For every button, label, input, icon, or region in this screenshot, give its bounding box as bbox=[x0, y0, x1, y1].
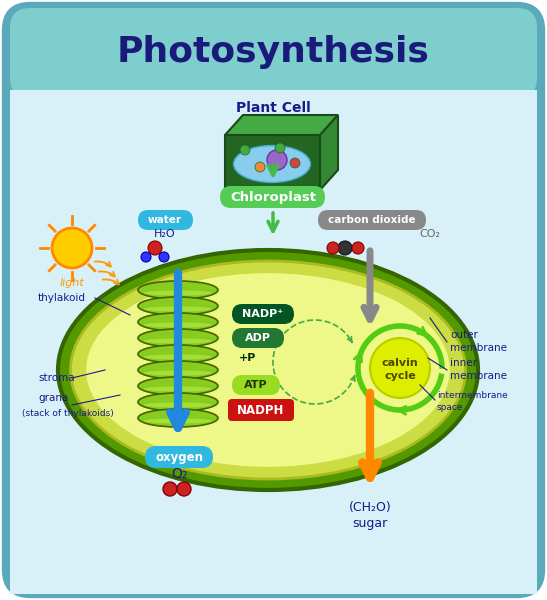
FancyBboxPatch shape bbox=[318, 210, 426, 230]
Circle shape bbox=[338, 241, 352, 255]
Ellipse shape bbox=[144, 323, 212, 328]
Circle shape bbox=[163, 482, 177, 496]
Text: NADP⁺: NADP⁺ bbox=[242, 309, 283, 319]
Text: Plant Cell: Plant Cell bbox=[236, 101, 310, 115]
Text: outer: outer bbox=[450, 330, 478, 340]
FancyBboxPatch shape bbox=[232, 328, 284, 348]
Ellipse shape bbox=[71, 261, 465, 479]
Ellipse shape bbox=[138, 377, 218, 395]
Text: CO₂: CO₂ bbox=[420, 229, 440, 239]
Circle shape bbox=[148, 241, 162, 255]
Text: light: light bbox=[60, 278, 84, 288]
Ellipse shape bbox=[144, 386, 212, 391]
FancyBboxPatch shape bbox=[6, 6, 541, 594]
Ellipse shape bbox=[234, 145, 311, 182]
Text: NADPH: NADPH bbox=[237, 403, 284, 416]
Text: stroma: stroma bbox=[38, 373, 74, 383]
Polygon shape bbox=[225, 135, 320, 190]
Text: Chloroplast: Chloroplast bbox=[230, 191, 316, 203]
Text: +P: +P bbox=[240, 353, 257, 363]
Ellipse shape bbox=[85, 272, 451, 467]
Text: carbon dioxide: carbon dioxide bbox=[328, 215, 416, 225]
Ellipse shape bbox=[138, 313, 218, 331]
Text: intermembrane: intermembrane bbox=[437, 391, 508, 400]
Circle shape bbox=[352, 242, 364, 254]
Ellipse shape bbox=[144, 419, 212, 424]
Text: ADP: ADP bbox=[245, 333, 271, 343]
Text: thylakoid: thylakoid bbox=[38, 293, 86, 303]
Polygon shape bbox=[225, 115, 338, 135]
Text: H₂O: H₂O bbox=[154, 229, 176, 239]
Ellipse shape bbox=[144, 338, 212, 343]
Text: (CH₂O): (CH₂O) bbox=[348, 500, 391, 514]
Polygon shape bbox=[320, 115, 338, 190]
Text: sugar: sugar bbox=[352, 517, 388, 529]
FancyBboxPatch shape bbox=[232, 375, 280, 395]
Text: oxygen: oxygen bbox=[155, 451, 203, 463]
Ellipse shape bbox=[144, 370, 212, 376]
Text: grana: grana bbox=[38, 393, 68, 403]
Text: ATP: ATP bbox=[244, 380, 268, 390]
Circle shape bbox=[240, 145, 250, 155]
Text: (stack of thylakoids): (stack of thylakoids) bbox=[22, 409, 114, 419]
Circle shape bbox=[327, 242, 339, 254]
Text: inner: inner bbox=[450, 358, 477, 368]
Text: O₂: O₂ bbox=[171, 467, 187, 481]
Circle shape bbox=[275, 143, 285, 153]
Ellipse shape bbox=[138, 393, 218, 411]
Bar bbox=[10, 90, 537, 594]
Circle shape bbox=[290, 158, 300, 168]
Circle shape bbox=[255, 162, 265, 172]
FancyBboxPatch shape bbox=[138, 210, 193, 230]
Ellipse shape bbox=[138, 345, 218, 363]
Circle shape bbox=[52, 228, 92, 268]
FancyBboxPatch shape bbox=[220, 186, 325, 208]
Ellipse shape bbox=[144, 307, 212, 311]
Ellipse shape bbox=[144, 290, 212, 295]
Ellipse shape bbox=[144, 355, 212, 359]
FancyBboxPatch shape bbox=[228, 399, 294, 421]
Text: membrane: membrane bbox=[450, 371, 507, 381]
Ellipse shape bbox=[58, 250, 478, 490]
Text: space: space bbox=[437, 403, 463, 413]
Text: membrane: membrane bbox=[450, 343, 507, 353]
Ellipse shape bbox=[144, 403, 212, 407]
Text: Photosynthesis: Photosynthesis bbox=[117, 35, 429, 69]
Circle shape bbox=[370, 338, 430, 398]
Text: water: water bbox=[148, 215, 182, 225]
Ellipse shape bbox=[138, 409, 218, 427]
Circle shape bbox=[141, 252, 151, 262]
Circle shape bbox=[267, 150, 287, 170]
Ellipse shape bbox=[138, 297, 218, 315]
Ellipse shape bbox=[138, 281, 218, 299]
Ellipse shape bbox=[138, 329, 218, 347]
FancyBboxPatch shape bbox=[232, 304, 294, 324]
FancyBboxPatch shape bbox=[10, 8, 537, 98]
Circle shape bbox=[177, 482, 191, 496]
Text: cycle: cycle bbox=[384, 371, 416, 381]
Text: calvin: calvin bbox=[382, 358, 418, 368]
Ellipse shape bbox=[138, 361, 218, 379]
FancyBboxPatch shape bbox=[145, 446, 213, 468]
Circle shape bbox=[159, 252, 169, 262]
